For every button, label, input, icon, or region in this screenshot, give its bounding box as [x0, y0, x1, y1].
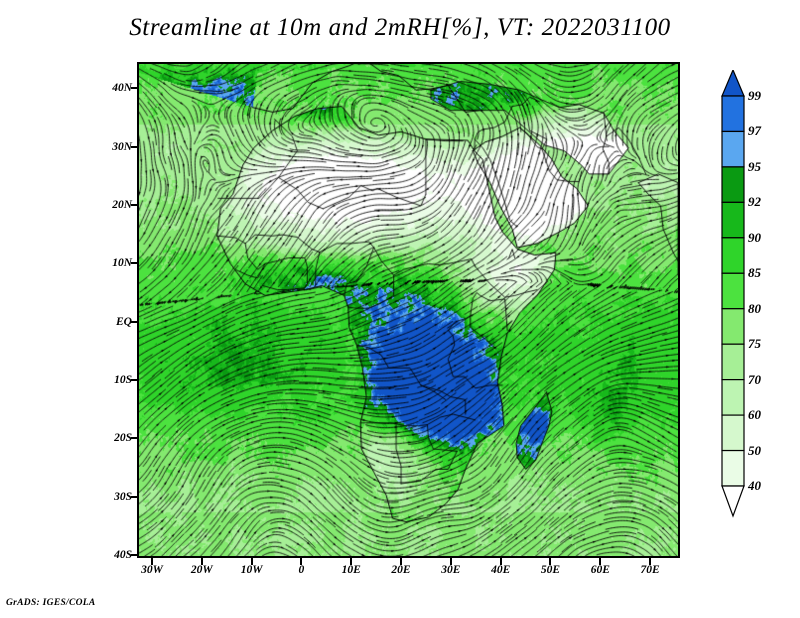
colorbar-legend: 99 97 95 92 90 85 80 75 70 60 50 40	[716, 70, 800, 550]
x-axis-labels: 30W 20W 10W 0 10E 20E 30E 40E 50E 60E 70E	[137, 560, 680, 582]
colorbar-top-arrow	[721, 70, 745, 97]
colorbar-band	[721, 379, 745, 416]
relative-humidity-streamline-canvas	[139, 64, 678, 556]
x-axis-tick-label: 20E	[391, 564, 411, 576]
x-axis-tickmark	[549, 558, 552, 565]
x-axis-tick-label: 20W	[190, 564, 213, 576]
colorbar-band	[721, 308, 745, 345]
page-title: Streamline at 10m and 2mRH[%], VT: 20220…	[129, 14, 671, 41]
colorbar-tick-label: 75	[748, 336, 761, 352]
y-axis-tick-label: 30N	[112, 140, 132, 153]
x-axis-tickmark	[300, 558, 303, 565]
y-axis-tickmark	[131, 437, 138, 440]
y-axis-tick-label: 10N	[112, 257, 132, 270]
x-axis-tickmark	[499, 558, 502, 565]
colorbar-band	[721, 95, 745, 133]
x-axis-tickmark	[649, 558, 652, 565]
y-axis-tickmark	[131, 554, 138, 557]
colorbar-band	[721, 414, 745, 452]
x-axis-tickmark	[150, 558, 153, 565]
y-axis-tickmark	[131, 203, 138, 206]
y-axis-tickmark	[131, 145, 138, 148]
x-axis-tick-label: 10E	[341, 564, 361, 576]
y-axis-tick-label: 20S	[114, 432, 132, 445]
colorbar-band	[721, 130, 745, 168]
colorbar-band	[721, 201, 745, 239]
x-axis-tickmark	[250, 558, 253, 565]
y-axis-tick-label: 20N	[112, 198, 132, 211]
y-axis-tickmark	[131, 495, 138, 498]
colorbar-bottom-arrow	[721, 485, 745, 518]
footer-credit: GrADS: IGES/COLA	[6, 598, 96, 608]
y-axis-tick-label: 40N	[112, 82, 132, 95]
x-axis-tick-label: 30E	[441, 564, 461, 576]
y-axis-tick-label: 10S	[114, 374, 132, 387]
y-axis-tickmark	[131, 262, 138, 265]
colorbar-band	[721, 272, 745, 310]
map-plot-area	[137, 62, 680, 558]
x-axis-tickmark	[200, 558, 203, 565]
colorbar-band	[721, 449, 745, 487]
colorbar-tick-label: 70	[748, 371, 761, 387]
x-axis-tickmark	[599, 558, 602, 565]
y-axis-labels: 40N 30N 20N 10N EQ 10S 20S 30S 40S	[90, 62, 132, 562]
colorbar-tick-label: 90	[748, 229, 761, 245]
colorbar-tick-label: 40	[748, 478, 761, 493]
colorbar-tick-label: 99	[748, 88, 761, 103]
x-axis-tick-label: 30W	[141, 564, 163, 576]
colorbar-tick-label: 60	[748, 407, 761, 423]
y-axis-tick-label: EQ	[116, 315, 132, 328]
x-axis-tick-label: 60E	[590, 564, 610, 576]
x-axis-tickmark	[350, 558, 353, 565]
x-axis-tick-label: 10W	[240, 564, 263, 576]
colorbar-tick-label: 85	[748, 265, 761, 281]
x-axis-tick-label: 70E	[640, 564, 660, 576]
y-axis-tickmark	[131, 87, 138, 90]
colorbar-tick-label: 97	[748, 123, 761, 139]
x-axis-tickmark	[449, 558, 452, 565]
y-axis-tickmark	[131, 320, 138, 323]
colorbar-swatches	[721, 70, 745, 518]
colorbar-tick-label: 50	[748, 442, 761, 458]
colorbar-tick-label: 80	[748, 300, 761, 316]
x-axis-tick-label: 0	[298, 564, 305, 576]
x-axis-tick-label: 40E	[491, 564, 511, 576]
y-axis-tick-label: 30S	[114, 490, 132, 503]
x-axis-tickmark	[400, 558, 403, 565]
colorbar-band	[721, 343, 745, 381]
colorbar-tick-label: 95	[748, 158, 761, 174]
x-axis-tick-label: 50E	[540, 564, 561, 576]
colorbar-band	[721, 237, 745, 274]
colorbar-band	[721, 166, 745, 203]
colorbar-tick-label: 92	[748, 194, 761, 210]
y-axis-tick-label: 40S	[114, 549, 132, 562]
y-axis-tickmark	[131, 379, 138, 382]
